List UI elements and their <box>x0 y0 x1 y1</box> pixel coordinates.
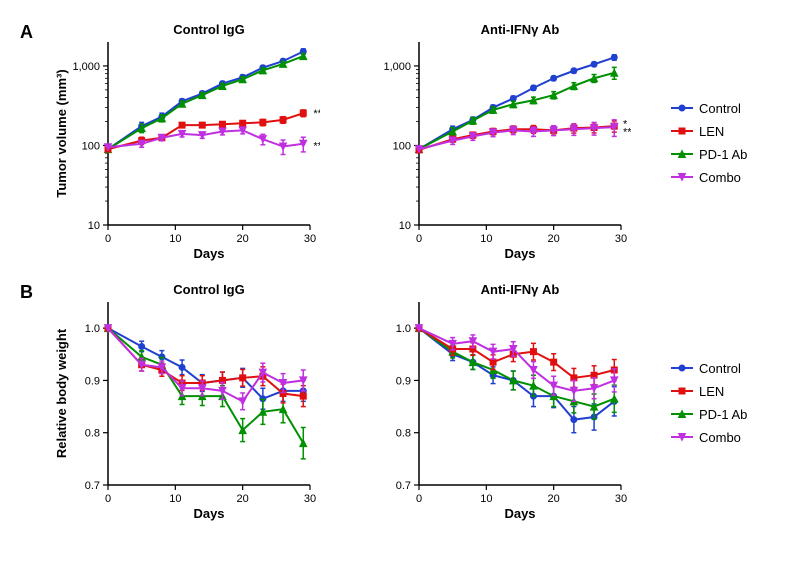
svg-text:10: 10 <box>169 493 181 505</box>
svg-text:****: **** <box>313 140 320 152</box>
svg-text:10: 10 <box>169 233 181 245</box>
svg-text:Relative body weight: Relative body weight <box>54 328 69 458</box>
legend-swatch <box>671 102 693 114</box>
legend-swatch <box>671 148 693 160</box>
legend-swatch <box>671 408 693 420</box>
svg-text:30: 30 <box>304 493 316 505</box>
svg-text:30: 30 <box>304 233 316 245</box>
legend-swatch <box>671 385 693 397</box>
legend-label: Combo <box>699 430 741 445</box>
svg-text:Tumor volume (mm³): Tumor volume (mm³) <box>54 69 69 197</box>
svg-text:Days: Days <box>193 506 224 521</box>
svg-text:100: 100 <box>392 140 410 152</box>
svg-text:**: ** <box>623 126 631 138</box>
chart-B-left: Control IgG 0 10 20 30 Days 0.7 0.8 0.9 1.0 Relati… <box>50 280 351 525</box>
legend-item-len: LEN <box>671 124 771 139</box>
svg-text:30: 30 <box>614 233 626 245</box>
legend-swatch <box>671 125 693 137</box>
svg-text:0.7: 0.7 <box>85 480 100 492</box>
svg-text:1,000: 1,000 <box>383 61 411 73</box>
legend-item-pd-1-ab: PD-1 Ab <box>671 147 771 162</box>
svg-text:0: 0 <box>105 493 111 505</box>
svg-text:0.7: 0.7 <box>395 480 410 492</box>
figure-grid: A Control IgG0102030Days101001,000Tumor … <box>20 20 771 525</box>
svg-text:Anti-IFNγ Ab: Anti-IFNγ Ab <box>480 282 559 297</box>
svg-text:****: **** <box>313 108 320 120</box>
svg-text:0: 0 <box>105 233 111 245</box>
svg-text:1.0: 1.0 <box>395 323 410 335</box>
legend-item-control: Control <box>671 101 771 116</box>
svg-text:30: 30 <box>614 493 626 505</box>
legend-swatch <box>671 171 693 183</box>
svg-text:20: 20 <box>237 493 249 505</box>
svg-text:0: 0 <box>415 493 421 505</box>
svg-text:1.0: 1.0 <box>85 323 100 335</box>
svg-text:100: 100 <box>82 140 100 152</box>
legend-item-combo: Combo <box>671 430 771 445</box>
svg-text:Control IgG: Control IgG <box>173 22 245 37</box>
chart-B-right: Anti-IFNγ Ab 0 10 20 30 Days 0.7 0.8 0.9 1.0 <box>361 280 662 525</box>
svg-text:0.9: 0.9 <box>85 375 100 387</box>
svg-text:0: 0 <box>415 233 421 245</box>
svg-text:20: 20 <box>237 233 249 245</box>
legend-A: Control LEN PD-1 Ab Combo <box>671 20 771 265</box>
legend-B: Control LEN PD-1 Ab Combo <box>671 280 771 525</box>
svg-text:10: 10 <box>480 493 492 505</box>
svg-text:1,000: 1,000 <box>72 61 100 73</box>
legend-label: Combo <box>699 170 741 185</box>
svg-text:Control IgG: Control IgG <box>173 282 245 297</box>
chart-A-left: Control IgG 0 10 20 30 Days 10 100 1,000Tumor vo… <box>50 20 351 265</box>
svg-text:20: 20 <box>547 493 559 505</box>
chart-A-right: Anti-IFNγ Ab0102030Days101001,000*** <box>361 20 662 265</box>
svg-text:Days: Days <box>504 246 535 261</box>
legend-item-combo: Combo <box>671 170 771 185</box>
legend-item-control: Control <box>671 361 771 376</box>
svg-text:10: 10 <box>480 233 492 245</box>
svg-text:0.8: 0.8 <box>395 428 410 440</box>
svg-text:20: 20 <box>547 233 559 245</box>
legend-label: PD-1 Ab <box>699 147 747 162</box>
legend-label: LEN <box>699 384 724 399</box>
legend-item-len: LEN <box>671 384 771 399</box>
svg-text:0.8: 0.8 <box>85 428 100 440</box>
legend-swatch <box>671 431 693 443</box>
panel-label-B: B <box>20 280 40 303</box>
panel-label-A: A <box>20 20 40 43</box>
svg-text:Anti-IFNγ Ab: Anti-IFNγ Ab <box>480 22 559 37</box>
legend-label: Control <box>699 101 741 116</box>
legend-label: LEN <box>699 124 724 139</box>
svg-text:0.9: 0.9 <box>395 375 410 387</box>
svg-text:Days: Days <box>193 246 224 261</box>
svg-text:10: 10 <box>398 220 410 232</box>
legend-swatch <box>671 362 693 374</box>
legend-label: PD-1 Ab <box>699 407 747 422</box>
svg-text:Days: Days <box>504 506 535 521</box>
svg-text:10: 10 <box>88 220 100 232</box>
legend-label: Control <box>699 361 741 376</box>
legend-item-pd-1-ab: PD-1 Ab <box>671 407 771 422</box>
